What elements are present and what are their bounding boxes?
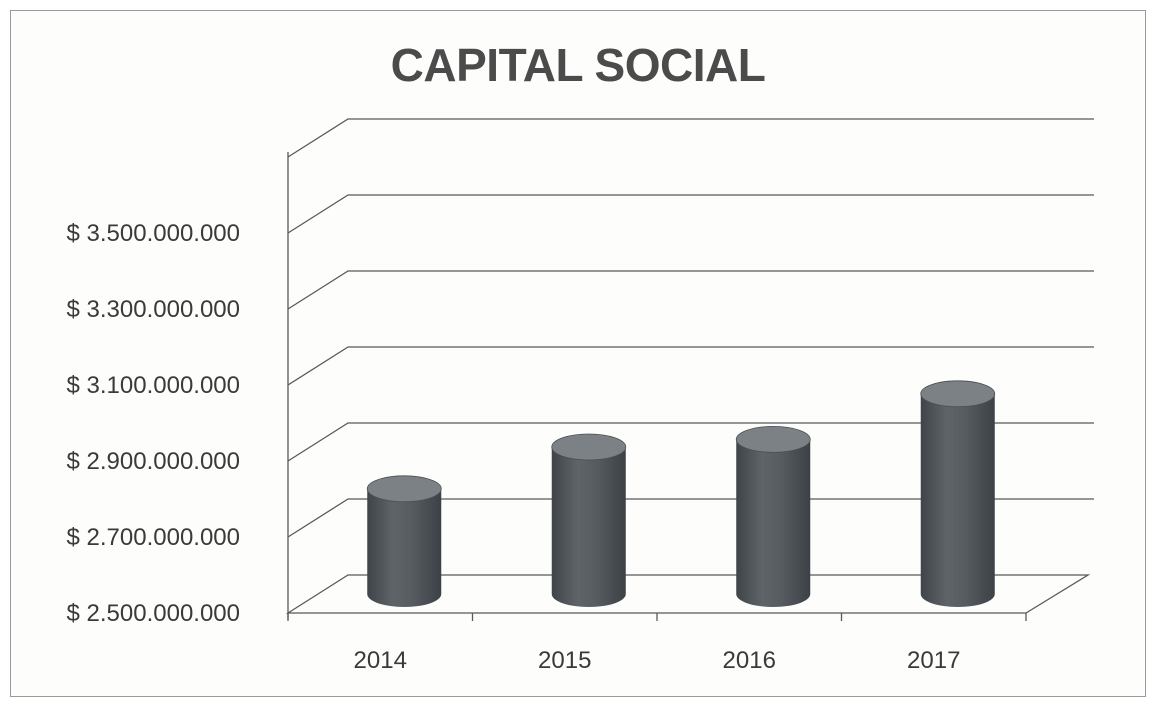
bar-body	[551, 447, 626, 608]
bar-top	[551, 433, 627, 461]
y-tick-label: $ 2.900.000.000	[67, 448, 241, 475]
floor	[285, 574, 1091, 614]
axes	[285, 152, 1091, 621]
bar	[366, 475, 442, 608]
bar	[735, 425, 811, 608]
bar-body	[367, 488, 442, 608]
bar-body	[736, 439, 811, 608]
bar-top	[366, 475, 442, 503]
y-tick-label: $ 2.500.000.000	[67, 600, 241, 627]
bar-body	[920, 393, 995, 608]
x-tick-label: 2016	[723, 647, 776, 674]
bars	[366, 380, 996, 608]
chart-title: CAPITAL SOCIAL	[390, 39, 766, 91]
gridlines	[287, 118, 1094, 538]
y-tick-label: $ 3.100.000.000	[67, 372, 241, 399]
x-tick-label: 2015	[538, 647, 591, 674]
gridline	[287, 118, 1094, 158]
bar-top	[920, 380, 996, 408]
gridline	[287, 422, 1094, 462]
x-tick-label: 2014	[354, 647, 407, 674]
gridline	[287, 498, 1094, 538]
gridline	[287, 194, 1094, 234]
y-tick-label: $ 2.700.000.000	[67, 524, 241, 551]
bar-top	[735, 425, 811, 453]
gridline	[287, 270, 1094, 310]
y-tick-label: $ 3.300.000.000	[67, 296, 241, 323]
tick-labels: $ 2.500.000.000 $ 2.700.000.000 $ 2.900.00…	[67, 220, 961, 674]
x-tick-label: 2017	[907, 647, 960, 674]
bar	[551, 433, 627, 608]
gridline	[287, 346, 1094, 386]
bar	[920, 380, 996, 608]
y-tick-label: $ 3.500.000.000	[67, 220, 241, 247]
